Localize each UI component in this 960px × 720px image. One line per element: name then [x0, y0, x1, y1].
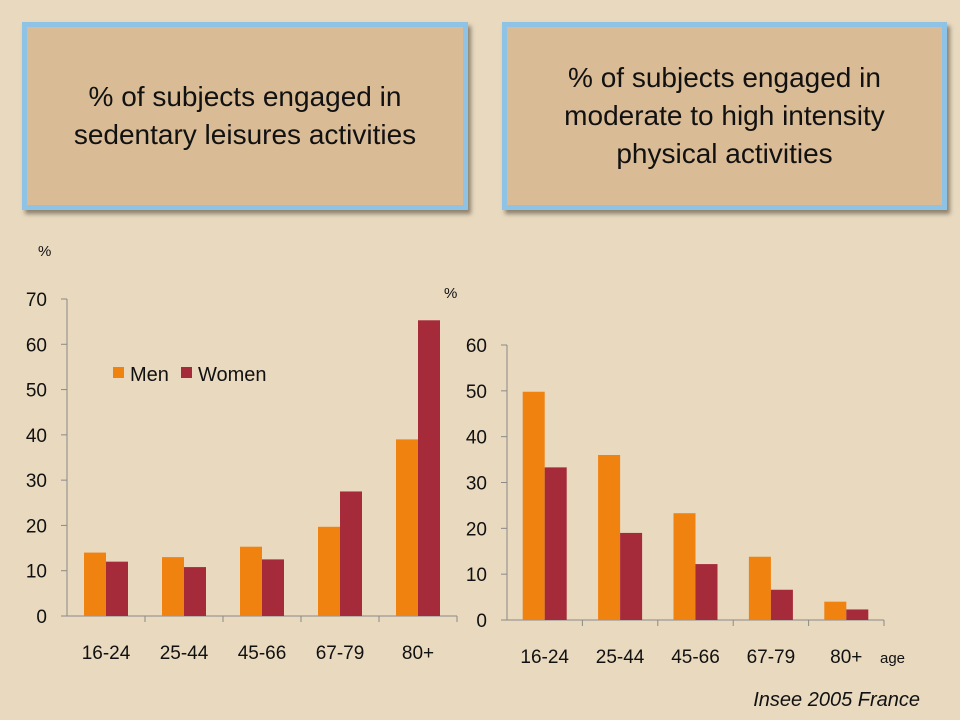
chart0-x-tick-label: 25-44: [160, 643, 209, 664]
chart1-bar-men-67-79: [748, 556, 771, 620]
chart0-bar-women-25-44: [184, 567, 206, 616]
chart1-bar-women-25-44: [620, 532, 643, 620]
right-chart-title-box: % of subjects engaged in moderate to hig…: [502, 22, 947, 210]
chart0-x-tick-label: 80+: [402, 643, 434, 664]
left-chart-title-box: % of subjects engaged in sedentary leisu…: [22, 22, 468, 210]
chart0-y-tick-label: 10: [26, 562, 47, 583]
chart1-y-unit: %: [444, 285, 457, 302]
chart0-y-tick-label: 60: [26, 335, 47, 356]
chart0-bar-women-45-66: [262, 559, 284, 616]
chart1-bar-men-80+: [824, 601, 847, 620]
left-chart-title: % of subjects engaged in sedentary leisu…: [73, 81, 417, 150]
chart0-y-tick-label: 50: [26, 381, 47, 402]
chart1-bar-men-45-66: [673, 513, 696, 620]
chart1-y-tick-label: 60: [466, 336, 487, 357]
chart0-y-unit: %: [38, 243, 51, 260]
chart1-y-tick-label: 10: [466, 565, 487, 586]
source-label: Insee 2005 France: [753, 689, 920, 711]
chart1-bar-women-80+: [846, 609, 869, 620]
chart0-legend-swatch-men: [113, 367, 124, 378]
chart0-y-tick-label: 40: [26, 426, 47, 447]
chart1-bar-men-25-44: [598, 455, 621, 620]
chart1-y-tick-label: 0: [476, 611, 487, 632]
chart1-x-axis-label: age: [880, 650, 905, 667]
chart1-x-tick-label: 80+: [830, 647, 862, 668]
chart0-y-tick-label: 0: [36, 607, 47, 628]
chart1-bar-women-45-66: [695, 564, 718, 620]
chart0-y-tick-label: 20: [26, 516, 47, 537]
chart0-x-tick-label: 45-66: [238, 643, 287, 664]
chart1-y-tick-label: 50: [466, 382, 487, 403]
chart0-bar-women-80+: [418, 320, 440, 616]
chart0-bar-women-67-79: [340, 491, 362, 616]
chart0-bar-women-16-24: [106, 561, 128, 616]
chart1-x-tick-label: 67-79: [747, 647, 796, 668]
chart1-y-tick-label: 40: [466, 428, 487, 449]
chart0-legend-label-men: Men: [130, 364, 169, 386]
chart1-x-tick-label: 16-24: [520, 647, 569, 668]
chart0-y-tick-label: 70: [26, 290, 47, 311]
chart1-x-tick-label: 25-44: [596, 647, 645, 668]
chart0-legend-label-women: Women: [198, 364, 267, 386]
chart0-bar-men-45-66: [240, 546, 262, 616]
chart1-x-tick-label: 45-66: [671, 647, 720, 668]
chart1-bar-women-16-24: [544, 467, 567, 620]
chart0-x-tick-label: 67-79: [316, 643, 365, 664]
chart1-bar-women-67-79: [770, 589, 793, 620]
chart0-x-tick-label: 16-24: [82, 643, 131, 664]
right-chart-title: % of subjects engaged in moderate to hig…: [564, 62, 885, 169]
chart0-bar-men-80+: [396, 439, 418, 616]
chart0-bar-men-25-44: [162, 557, 184, 616]
chart1-y-tick-label: 30: [466, 474, 487, 495]
chart0-y-tick-label: 30: [26, 471, 47, 492]
chart1-y-tick-label: 20: [466, 519, 487, 540]
chart0-bar-men-16-24: [84, 552, 106, 616]
chart1-bar-men-16-24: [522, 391, 545, 620]
chart0-bar-men-67-79: [318, 526, 340, 616]
chart0-legend-swatch-women: [181, 367, 192, 378]
